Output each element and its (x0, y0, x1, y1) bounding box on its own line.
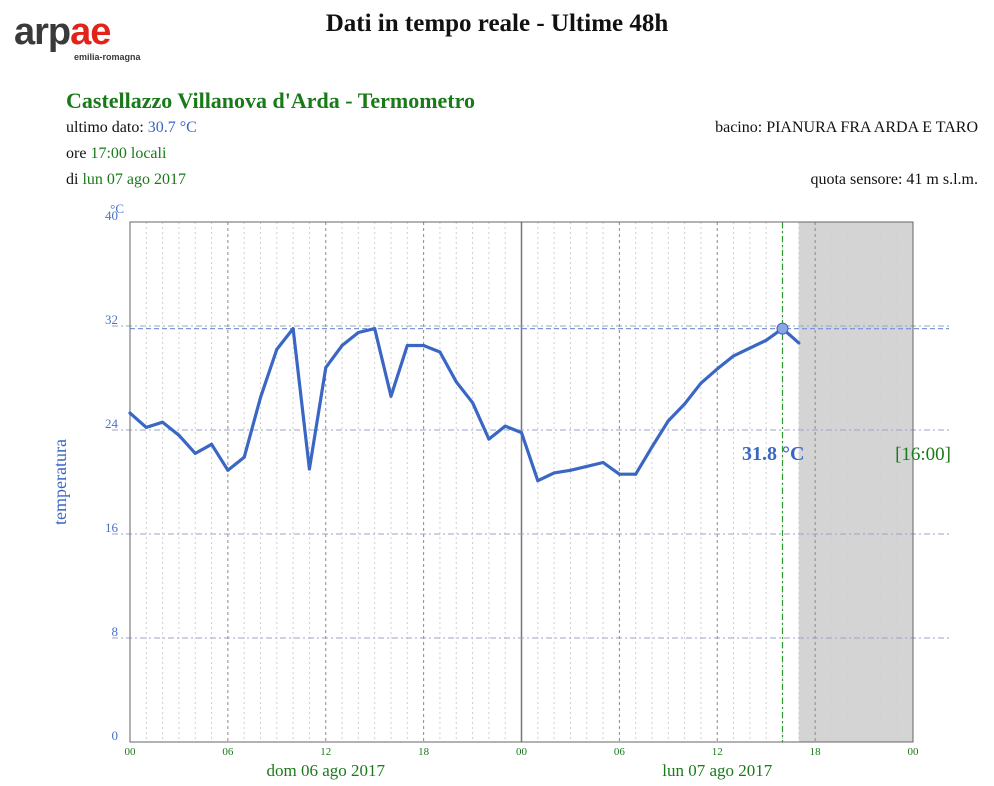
altitude-info: quota sensore: 41 m s.l.m. (810, 171, 978, 188)
temperature-point (503, 424, 507, 428)
temperature-point (324, 366, 328, 370)
basin-info: bacino: PIANURA FRA ARDA E TARO (715, 119, 978, 136)
temperature-point (471, 401, 475, 405)
temperature-point (422, 344, 426, 347)
max-time-label: [16:00] (895, 444, 951, 465)
temperature-point (275, 347, 279, 351)
x-day-label: dom 06 ago 2017 (266, 761, 385, 780)
max-value-label: 31.8 °C (742, 443, 804, 465)
temperature-point (666, 419, 670, 423)
x-tick-label: 06 (614, 746, 626, 758)
temperature-point (356, 331, 360, 334)
x-day-label: lun 07 ago 2017 (662, 761, 773, 780)
temperature-point (177, 433, 181, 437)
temperature-point (340, 344, 344, 347)
temperature-point (291, 327, 295, 331)
temperature-point (732, 354, 736, 358)
y-tick-label: 8 (112, 624, 119, 639)
station-title: Castellazzo Villanova d'Arda - Termometr… (66, 88, 475, 113)
plot-frame (129, 221, 914, 743)
x-tick-label: 12 (712, 746, 723, 758)
y-axis-label: temperatura (50, 439, 70, 525)
temperature-point (715, 367, 719, 371)
time-label: ore (66, 145, 87, 162)
temperature-point (210, 442, 214, 446)
temperature-point (536, 479, 540, 483)
temperature-point (307, 467, 311, 471)
temperature-point (193, 451, 197, 455)
temperature-point (405, 344, 409, 347)
time-line: ore 17:00 locali (66, 145, 166, 163)
y-tick-label: 16 (105, 520, 119, 535)
temperature-point (487, 437, 491, 441)
temperature-point (585, 464, 589, 468)
temperature-point (748, 346, 752, 350)
temperature-point (601, 461, 605, 464)
time-value: 17:00 locali (90, 145, 167, 162)
x-tick-label: 18 (418, 746, 430, 758)
temperature-point (520, 431, 523, 435)
x-tick-label: 00 (516, 746, 528, 758)
page-title: Dati in tempo reale - Ultime 48h (325, 10, 669, 37)
y-tick-label: 32 (105, 312, 118, 327)
temperature-point (389, 394, 393, 398)
temperature-point (552, 471, 556, 475)
chart-grid (112, 222, 949, 742)
temperature-point (226, 468, 230, 472)
max-point-marker (776, 322, 789, 335)
temperature-point (650, 445, 654, 449)
date-value: lun 07 ago 2017 (82, 171, 186, 188)
logo-wordmark: arpae (14, 11, 111, 53)
temperature-point (259, 396, 262, 399)
chart-axes: 0 8 16 24 32 40°C temperatura 00 06 12 18 00 06 12 18 0… (50, 201, 919, 780)
logo-subtitle: emilia-romagna (74, 52, 141, 62)
arpae-logo: arpae emilia-romagna (14, 12, 164, 64)
future-shaded-area (798, 222, 913, 742)
temperature-point (699, 381, 703, 385)
temperature-point (454, 380, 458, 384)
x-tick-label: 12 (320, 746, 331, 758)
chart-series (128, 322, 801, 483)
temperature-point (764, 338, 768, 342)
date-label: di (66, 171, 79, 188)
temperature-point (797, 341, 801, 345)
y-tick-label: 40 (105, 208, 118, 223)
logo-text-part1: arp (14, 11, 71, 53)
x-tick-label: 18 (810, 746, 822, 758)
x-tick-label: 00 (125, 746, 137, 758)
temperature-point (144, 425, 148, 429)
temperature-point (242, 455, 246, 459)
logo-text-part2: ae (70, 11, 111, 53)
y-tick-label: 24 (105, 416, 119, 431)
last-value-line: ultimo dato: 30.7 °C (66, 119, 197, 137)
temperature-point (568, 468, 572, 472)
y-unit-label: °C (110, 201, 124, 216)
date-line: di lun 07 ago 2017 (66, 171, 186, 189)
last-value: 30.7 °C (147, 119, 197, 136)
temperature-point (161, 420, 165, 424)
temperature-line (128, 327, 801, 483)
temperature-point (634, 472, 638, 476)
last-value-label: ultimo dato: (66, 119, 144, 136)
temperature-point (617, 472, 621, 476)
x-tick-label: 06 (222, 746, 234, 758)
temperature-point (683, 402, 687, 406)
temperature-point (438, 350, 442, 354)
temperature-point (128, 411, 132, 415)
chart-labels: 31.8 °C [16:00] (742, 443, 951, 465)
temperature-point (373, 327, 377, 331)
y-tick-label: 0 (112, 728, 119, 743)
x-tick-label: 00 (908, 746, 920, 758)
